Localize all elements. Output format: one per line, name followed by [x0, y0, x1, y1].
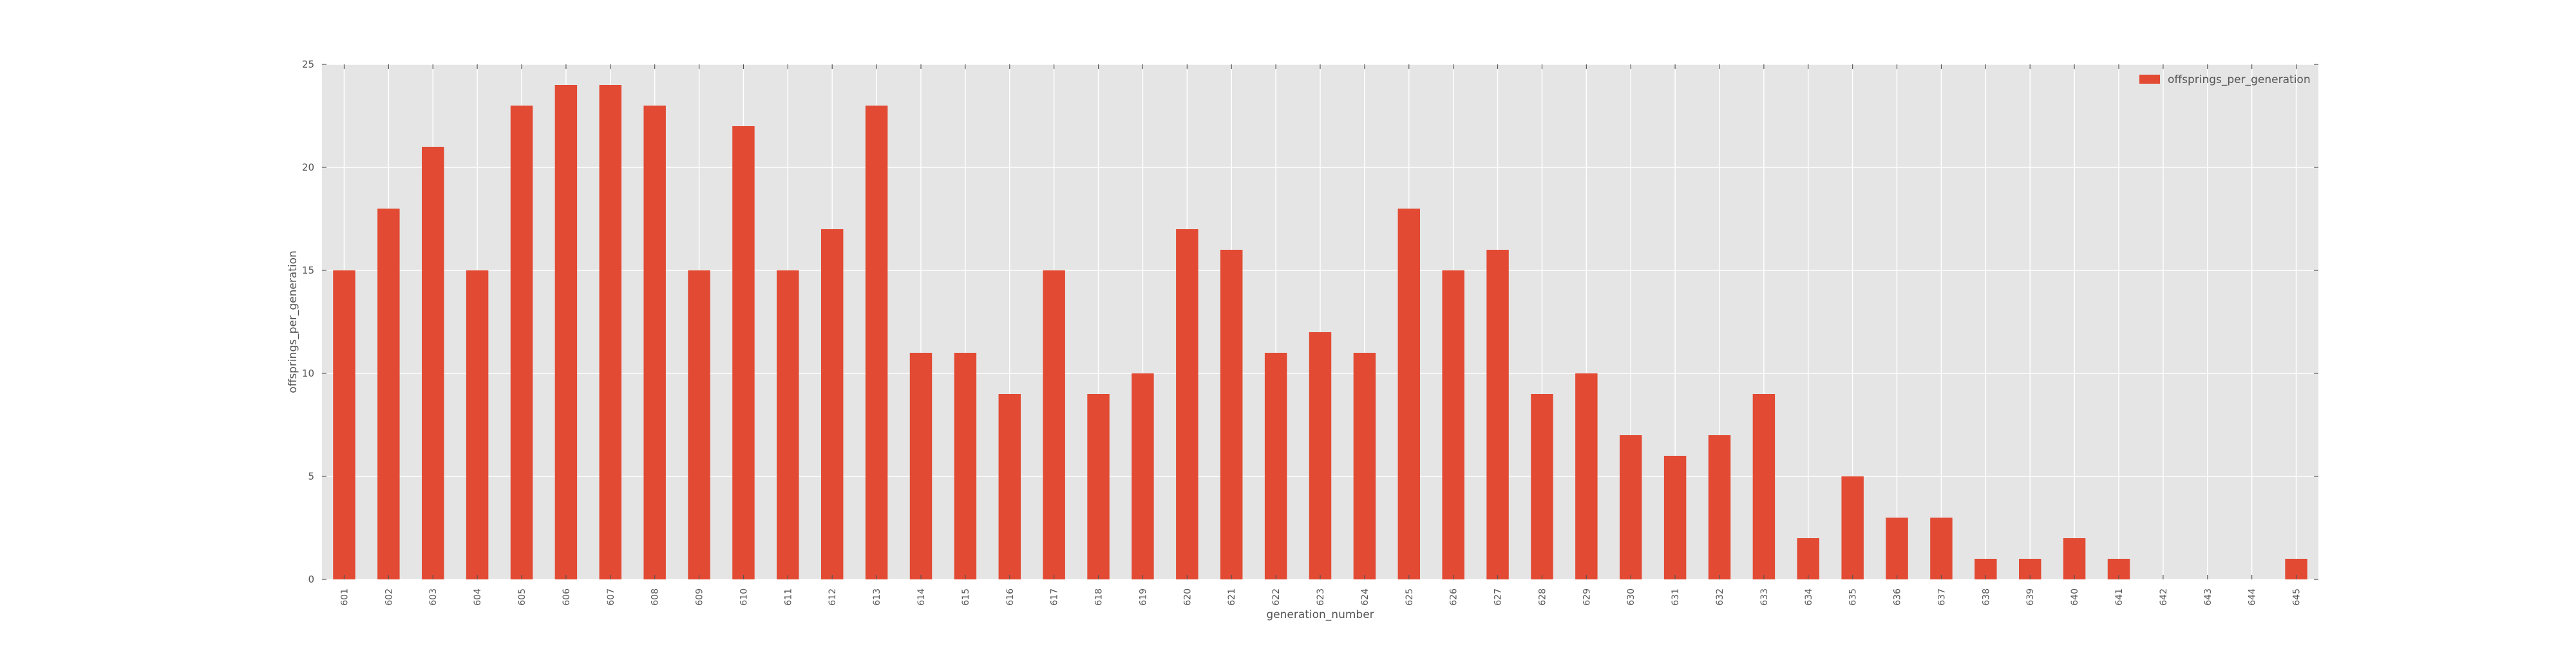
x-tick-label: 627 [1493, 588, 1504, 606]
x-tick-label: 638 [1981, 588, 1991, 606]
x-tick-label: 606 [562, 588, 572, 606]
y-tick-label: 0 [308, 574, 314, 585]
y-tick-label: 25 [302, 59, 314, 70]
x-tick-label: 601 [339, 588, 350, 606]
bar [732, 126, 755, 579]
x-tick-label: 645 [2292, 588, 2302, 606]
x-tick-label: 631 [1671, 588, 1681, 606]
x-tick-label: 630 [1626, 588, 1636, 606]
bar [688, 270, 710, 579]
x-axis-label: generation_number [1266, 608, 1374, 621]
bar [1353, 353, 1376, 579]
x-tick-label: 611 [783, 588, 793, 606]
x-tick-label: 626 [1449, 588, 1459, 606]
bar [821, 229, 844, 579]
bar [1930, 518, 1953, 579]
bar [1309, 332, 1332, 579]
bar [777, 270, 799, 579]
bar [1708, 435, 1731, 579]
bar [1132, 373, 1154, 579]
x-tick-label: 637 [1937, 588, 1947, 606]
bar [1531, 394, 1553, 579]
bar [377, 209, 400, 579]
x-tick-label: 633 [1759, 588, 1770, 606]
x-tick-label: 619 [1138, 588, 1148, 606]
bar [1575, 373, 1598, 579]
x-tick-label: 634 [1804, 588, 1814, 606]
bar [954, 353, 977, 579]
x-tick-label: 624 [1360, 588, 1370, 606]
x-tick-label: 642 [2159, 588, 2169, 606]
x-tick-label: 643 [2203, 588, 2213, 606]
x-tick-label: 628 [1537, 588, 1548, 606]
x-tick-label: 610 [739, 588, 749, 606]
bar [1043, 270, 1065, 579]
y-tick-label: 10 [302, 368, 314, 379]
bar [1752, 394, 1776, 579]
x-axis-ticks: 601 602 603 604 605 606 607 608 609 610 611 612 613 6… [339, 64, 2302, 606]
legend-label: offsprings_per_generation [2168, 73, 2311, 86]
x-tick-label: 618 [1094, 588, 1104, 606]
x-tick-label: 607 [606, 588, 616, 606]
bar [909, 353, 933, 579]
bar [510, 106, 533, 579]
bar [1620, 435, 1642, 579]
x-tick-label: 620 [1182, 588, 1193, 606]
bar [1087, 394, 1110, 579]
x-tick-label: 603 [428, 588, 439, 606]
x-tick-label: 625 [1405, 588, 1415, 606]
y-tick-label: 15 [302, 265, 314, 276]
x-tick-label: 612 [828, 588, 838, 606]
x-tick-label: 604 [473, 588, 483, 606]
bar [1886, 518, 1908, 579]
legend: offsprings_per_generation [2139, 73, 2311, 86]
x-tick-label: 605 [517, 588, 527, 606]
bar [554, 85, 578, 579]
bar [1176, 229, 1198, 579]
bar [599, 85, 621, 579]
x-tick-label: 613 [872, 588, 882, 606]
x-tick-label: 629 [1582, 588, 1592, 606]
bar [466, 270, 489, 579]
y-axis-ticks: 0 5 10 15 20 25 [302, 59, 2318, 585]
x-tick-label: 622 [1271, 588, 1282, 606]
bar [2063, 538, 2086, 579]
bar [998, 394, 1021, 579]
x-tick-label: 635 [1848, 588, 1859, 606]
bar [422, 147, 444, 579]
bar [1220, 250, 1243, 579]
y-tick-label: 20 [302, 162, 314, 173]
bar [1442, 270, 1464, 579]
x-tick-label: 615 [961, 588, 971, 606]
x-tick-label: 621 [1227, 588, 1237, 606]
bar [865, 106, 888, 579]
x-tick-label: 636 [1893, 588, 1903, 606]
legend-swatch [2139, 75, 2160, 84]
x-tick-label: 641 [2114, 588, 2125, 606]
x-tick-label: 640 [2070, 588, 2080, 606]
x-tick-label: 608 [650, 588, 661, 606]
y-tick-label: 5 [308, 471, 314, 482]
bar [1841, 476, 1864, 579]
y-axis-label: offsprings_per_generation [287, 250, 299, 393]
x-tick-label: 614 [916, 588, 927, 606]
bar [643, 106, 666, 579]
x-tick-label: 602 [384, 588, 394, 606]
bar [1663, 456, 1687, 579]
x-tick-label: 639 [2025, 588, 2036, 606]
bar [1486, 250, 1509, 579]
bars [333, 85, 2307, 579]
bar [333, 270, 355, 579]
x-tick-label: 617 [1050, 588, 1060, 606]
x-tick-label: 644 [2248, 588, 2258, 606]
x-tick-label: 616 [1005, 588, 1016, 606]
x-tick-label: 609 [695, 588, 705, 606]
bar [1797, 538, 1819, 579]
x-tick-label: 632 [1715, 588, 1725, 606]
bar [1397, 209, 1420, 579]
bar [1264, 353, 1287, 579]
x-tick-label: 623 [1316, 588, 1326, 606]
